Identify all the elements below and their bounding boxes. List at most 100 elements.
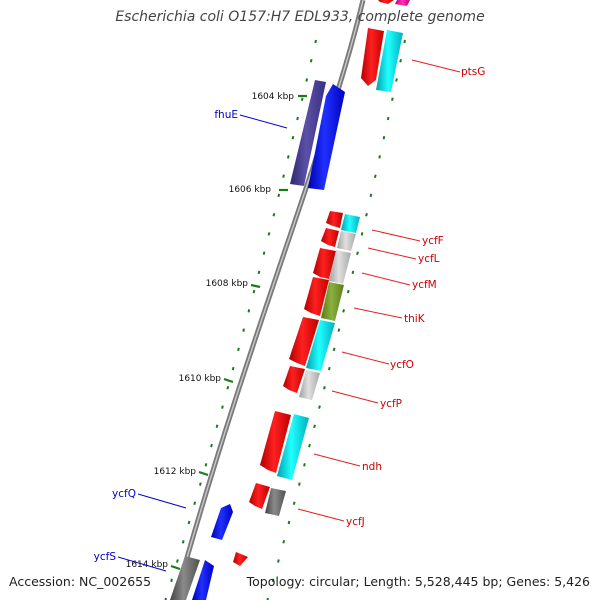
tick-dot <box>193 501 197 506</box>
outer-tick-ring <box>266 39 406 600</box>
tick-dot <box>282 540 286 544</box>
tick-dot <box>237 347 240 352</box>
tick-dot <box>215 424 219 429</box>
outer-feature-track <box>265 0 410 516</box>
tick-dot <box>221 405 224 409</box>
gene-label[interactable]: ycfS <box>94 551 117 563</box>
kbp-label: 1604 kbp <box>252 92 295 102</box>
thiK-olive-feature[interactable] <box>321 282 344 321</box>
leader-ycfM <box>361 272 411 286</box>
tick-dot <box>378 155 381 159</box>
tick-dot <box>277 193 281 198</box>
middle-feature-track <box>192 0 394 600</box>
kbp-tick-1614 <box>170 564 181 571</box>
tick-dot <box>271 578 275 583</box>
ycfS-feature[interactable] <box>170 556 200 600</box>
gene-label[interactable]: ycfQ <box>112 488 136 500</box>
ptsG-top-feature[interactable] <box>378 0 394 4</box>
ptsG-feature[interactable] <box>361 28 384 86</box>
tick-dot <box>287 520 291 525</box>
ptsG-cyan-feature[interactable] <box>376 30 403 92</box>
ycfL-gray-feature[interactable] <box>337 231 356 251</box>
ycfO-cyan-feature[interactable] <box>306 320 335 371</box>
ycfR-feature[interactable] <box>233 552 248 566</box>
ycfJ-feature[interactable] <box>249 483 270 509</box>
inner-feature-track <box>170 80 343 600</box>
tick-dot <box>277 559 280 563</box>
ndh-cyan-feature[interactable] <box>277 414 309 480</box>
gene-label[interactable]: ndh <box>362 461 382 473</box>
gene-label[interactable]: ycfM <box>412 279 437 291</box>
kbp-label: 1608 kbp <box>206 279 249 289</box>
kbp-label: 1606 kbp <box>229 185 272 195</box>
ycfP-gray-feature[interactable] <box>299 370 320 400</box>
tick-dot <box>296 116 299 121</box>
leader-ycfJ <box>297 508 345 522</box>
tick-dot <box>395 78 398 82</box>
gene-label[interactable]: ycfJ <box>346 516 365 528</box>
tick-dot <box>365 212 368 217</box>
tick-dot <box>272 212 276 217</box>
gene-label[interactable]: fhuE <box>214 109 238 121</box>
fhuE-feature-blue[interactable] <box>308 84 345 190</box>
tick-dot <box>399 58 402 63</box>
tick-dot <box>382 135 386 140</box>
tick-dot <box>403 39 406 44</box>
leader-ycfL <box>367 247 417 260</box>
gene-label[interactable]: ycfO <box>390 359 414 371</box>
genome-info-label: Topology: circular; Length: 5,528,445 bp… <box>246 574 590 589</box>
tick-dot <box>342 309 345 313</box>
tick-dot <box>346 289 350 294</box>
tick-dot <box>282 174 285 178</box>
tick-dot <box>323 386 326 390</box>
tick-dot <box>242 328 245 332</box>
gene-label[interactable]: ycfP <box>380 398 402 410</box>
genome-backbone-highlight <box>174 0 364 600</box>
leader-ptsG <box>411 59 461 73</box>
tick-dot <box>300 97 304 101</box>
ycfF-cyan-feature[interactable] <box>341 214 360 233</box>
label-leaders <box>117 59 461 572</box>
fhuE-feature-purple[interactable] <box>290 80 326 186</box>
thiK-feature[interactable] <box>304 277 329 316</box>
ycfF-feature[interactable] <box>326 211 343 228</box>
genome-title: Escherichia coli O157:H7 EDL933, complet… <box>115 9 485 25</box>
leader-fhuE <box>239 114 288 129</box>
tick-dot <box>305 78 309 82</box>
tick-dot <box>247 309 251 313</box>
leader-ycfQ <box>137 493 187 509</box>
ycfO-feature[interactable] <box>289 317 319 366</box>
ycfP-feature[interactable] <box>283 366 305 393</box>
tick-dot <box>187 520 191 525</box>
ycfM-gray-feature[interactable] <box>329 250 351 284</box>
gene-label[interactable]: thiK <box>404 313 426 325</box>
kbp-tick-1610 <box>223 377 234 384</box>
gene-label[interactable]: ptsG <box>461 66 485 78</box>
inner-tick-ring <box>164 39 317 600</box>
tick-dot <box>176 559 179 563</box>
ycfL-feature[interactable] <box>321 228 339 247</box>
leader-thiK <box>353 307 403 319</box>
ycfQ-feature[interactable] <box>211 504 233 540</box>
gene-label[interactable]: ycfF <box>422 235 444 247</box>
leader-ndh <box>313 453 361 467</box>
ycfS-blue-feature[interactable] <box>192 560 214 600</box>
tick-dot <box>360 232 364 236</box>
ycfJ-gray-feature[interactable] <box>265 488 286 516</box>
tick-dot <box>252 289 256 294</box>
leader-ycfO <box>341 351 390 365</box>
tick-dot <box>332 347 336 352</box>
tick-dot <box>181 540 185 544</box>
tick-dot <box>204 463 208 467</box>
tick-dot <box>291 135 295 140</box>
tick-dot <box>369 193 373 198</box>
gene-label[interactable]: ycfL <box>418 253 440 265</box>
kbp-label: 1610 kbp <box>179 374 222 384</box>
ptsG-magenta-feature[interactable] <box>395 0 410 6</box>
leader-ycfP <box>331 390 379 404</box>
ycfM-feature[interactable] <box>313 248 336 279</box>
kbp-tick-1612 <box>198 470 209 477</box>
ndh-feature[interactable] <box>260 411 291 473</box>
